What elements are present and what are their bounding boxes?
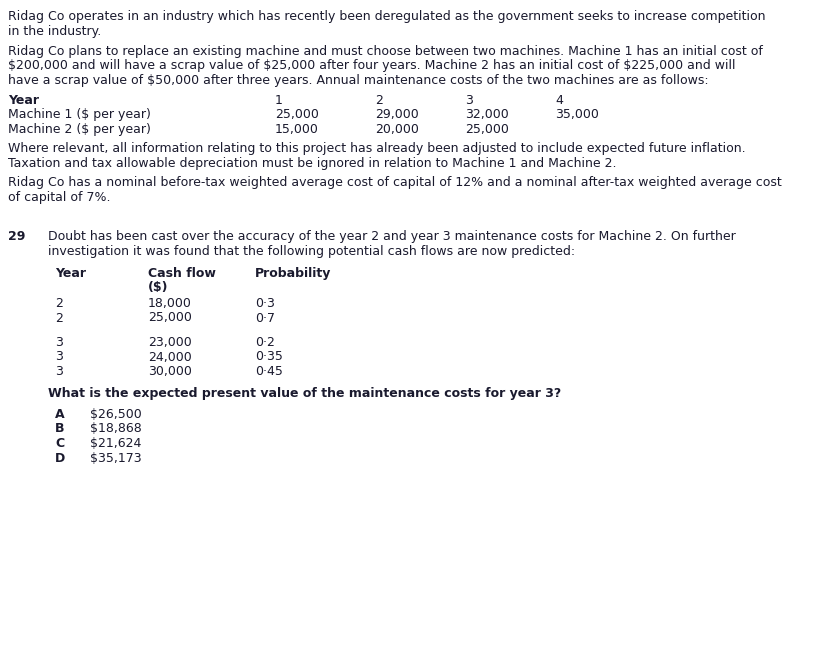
Text: 3: 3 [55,351,63,364]
Text: Cash flow: Cash flow [148,267,216,280]
Text: D: D [55,452,65,464]
Text: 3: 3 [55,365,63,378]
Text: 2: 2 [375,93,383,106]
Text: Year: Year [55,267,86,280]
Text: What is the expected present value of the maintenance costs for year 3?: What is the expected present value of th… [48,388,561,401]
Text: in the industry.: in the industry. [8,24,101,38]
Text: Probability: Probability [255,267,331,280]
Text: 30,000: 30,000 [148,365,192,378]
Text: Ridag Co has a nominal before-tax weighted average cost of capital of 12% and a : Ridag Co has a nominal before-tax weight… [8,176,781,189]
Text: A: A [55,408,64,421]
Text: Machine 2 ($ per year): Machine 2 ($ per year) [8,122,151,136]
Text: 2: 2 [55,297,63,310]
Text: 3: 3 [465,93,473,106]
Text: 32,000: 32,000 [465,108,509,121]
Text: Doubt has been cast over the accuracy of the year 2 and year 3 maintenance costs: Doubt has been cast over the accuracy of… [48,230,736,243]
Text: 2: 2 [55,312,63,325]
Text: 0·3: 0·3 [255,297,275,310]
Text: 25,000: 25,000 [275,108,319,121]
Text: 29,000: 29,000 [375,108,418,121]
Text: $18,868: $18,868 [90,423,142,435]
Text: $35,173: $35,173 [90,452,142,464]
Text: 0·2: 0·2 [255,336,275,349]
Text: of capital of 7%.: of capital of 7%. [8,190,111,204]
Text: 0·45: 0·45 [255,365,283,378]
Text: Year: Year [8,93,39,106]
Text: 0·7: 0·7 [255,312,275,325]
Text: 25,000: 25,000 [148,312,192,325]
Text: 25,000: 25,000 [465,122,509,136]
Text: $26,500: $26,500 [90,408,142,421]
Text: have a scrap value of $50,000 after three years. Annual maintenance costs of the: have a scrap value of $50,000 after thre… [8,74,709,87]
Text: Where relevant, all information relating to this project has already been adjust: Where relevant, all information relating… [8,142,746,155]
Text: Taxation and tax allowable depreciation must be ignored in relation to Machine 1: Taxation and tax allowable depreciation … [8,157,616,169]
Text: 29: 29 [8,230,25,243]
Text: C: C [55,437,64,450]
Text: 4: 4 [555,93,562,106]
Text: $21,624: $21,624 [90,437,142,450]
Text: 23,000: 23,000 [148,336,192,349]
Text: 3: 3 [55,336,63,349]
Text: B: B [55,423,64,435]
Text: investigation it was found that the following potential cash flows are now predi: investigation it was found that the foll… [48,245,575,257]
Text: Ridag Co plans to replace an existing machine and must choose between two machin: Ridag Co plans to replace an existing ma… [8,45,763,58]
Text: 0·35: 0·35 [255,351,283,364]
Text: 18,000: 18,000 [148,297,192,310]
Text: 24,000: 24,000 [148,351,192,364]
Text: $200,000 and will have a scrap value of $25,000 after four years. Machine 2 has : $200,000 and will have a scrap value of … [8,60,736,73]
Text: Ridag Co operates in an industry which has recently been deregulated as the gove: Ridag Co operates in an industry which h… [8,10,765,23]
Text: 1: 1 [275,93,283,106]
Text: Machine 1 ($ per year): Machine 1 ($ per year) [8,108,151,121]
Text: 15,000: 15,000 [275,122,319,136]
Text: 35,000: 35,000 [555,108,599,121]
Text: ($): ($) [148,280,168,294]
Text: 20,000: 20,000 [375,122,419,136]
